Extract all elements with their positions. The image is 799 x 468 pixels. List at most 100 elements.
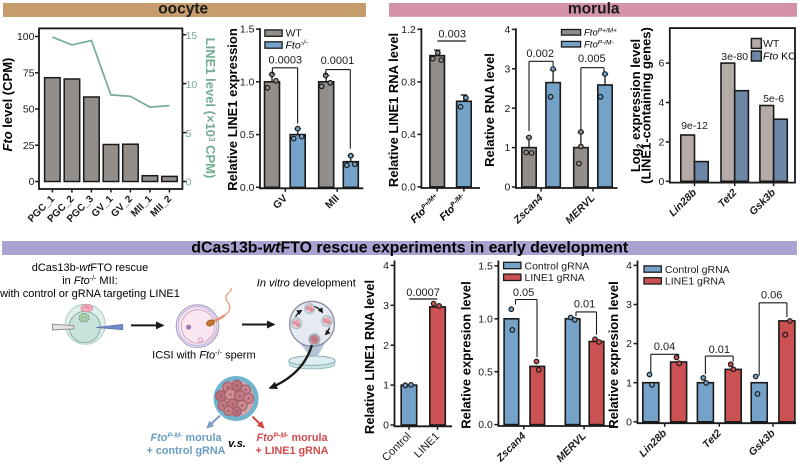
- svg-text:0.0: 0.0: [401, 182, 416, 194]
- svg-text:dCas13b-wtFTO rescue experimen: dCas13b-wtFTO rescue experiments in earl…: [191, 239, 629, 256]
- svg-text:(LINE1-containing genes): (LINE1-containing genes): [639, 27, 654, 184]
- svg-text:4: 4: [626, 260, 632, 272]
- svg-text:Log2 expression level: Log2 expression level: [628, 39, 645, 172]
- svg-text:0.0003: 0.0003: [268, 55, 302, 67]
- svg-text:LINE1: LINE1: [412, 430, 442, 460]
- svg-text:0.01: 0.01: [574, 299, 595, 311]
- svg-text:Gsk3b: Gsk3b: [746, 427, 778, 459]
- svg-text:2: 2: [626, 338, 632, 350]
- svg-text:MII_1: MII_1: [129, 194, 155, 220]
- svg-text:4: 4: [383, 260, 389, 272]
- svg-text:0.5: 0.5: [478, 366, 493, 378]
- svg-text:FtoP-/M-: FtoP-/M-: [584, 39, 614, 50]
- svg-text:Relative RNA level: Relative RNA level: [482, 53, 497, 167]
- svg-text:ICSI with Fto-/- sperm: ICSI with Fto-/- sperm: [152, 348, 256, 362]
- svg-text:4: 4: [505, 24, 511, 36]
- svg-text:0.05: 0.05: [513, 287, 534, 299]
- svg-text:100: 100: [17, 31, 35, 43]
- svg-text:Zscan4: Zscan4: [511, 192, 546, 227]
- svg-text:Tet2: Tet2: [716, 187, 740, 211]
- svg-text:FtoP-M- morula: FtoP-M- morula: [257, 432, 329, 444]
- svg-text:0: 0: [658, 176, 664, 188]
- svg-text:Fto KO: Fto KO: [763, 51, 796, 63]
- svg-text:10: 10: [186, 79, 198, 91]
- svg-text:0.005: 0.005: [578, 53, 606, 65]
- svg-text:LINE1 level (×103 CPM): LINE1 level (×103 CPM): [203, 38, 218, 179]
- svg-text:in Fto-/- MII:: in Fto-/- MII:: [62, 275, 118, 287]
- svg-text:0.002: 0.002: [526, 48, 554, 60]
- svg-text:0.0007: 0.0007: [406, 287, 440, 299]
- svg-text:Relative expresion level: Relative expresion level: [606, 281, 621, 428]
- svg-text:0.5: 0.5: [240, 129, 255, 141]
- svg-text:2: 2: [658, 137, 664, 149]
- svg-text:Lin28b: Lin28b: [667, 186, 700, 219]
- svg-text:2: 2: [505, 103, 511, 115]
- svg-text:FtoP-M- morula: FtoP-M- morula: [151, 432, 223, 444]
- svg-text:FtoP-/M-: FtoP-/M-: [437, 192, 468, 223]
- svg-text:1.5: 1.5: [478, 261, 493, 273]
- svg-text:0.8: 0.8: [401, 77, 416, 89]
- svg-text:1.0: 1.0: [240, 76, 255, 88]
- svg-text:MII_2: MII_2: [149, 194, 175, 220]
- svg-text:dCas13b-wtFTO rescue: dCas13b-wtFTO rescue: [32, 262, 149, 274]
- svg-text:Relative LINE1 RNA level: Relative LINE1 RNA level: [362, 280, 377, 434]
- svg-text:3: 3: [626, 299, 632, 311]
- svg-text:Zscan4: Zscan4: [494, 430, 529, 465]
- svg-text:0.0: 0.0: [240, 182, 255, 194]
- svg-text:WT: WT: [763, 38, 780, 50]
- svg-text:Relative LINE1 expression: Relative LINE1 expression: [225, 28, 240, 191]
- svg-text:Control gRNA: Control gRNA: [665, 264, 730, 276]
- svg-text:0: 0: [383, 420, 389, 432]
- svg-text:Tet2: Tet2: [700, 427, 724, 451]
- svg-text:Lin28b: Lin28b: [637, 427, 670, 460]
- svg-text:9e-12: 9e-12: [681, 120, 708, 132]
- svg-text:Gsk3b: Gsk3b: [747, 186, 779, 218]
- svg-text:0.0001: 0.0001: [321, 55, 355, 67]
- svg-text:3: 3: [383, 300, 389, 312]
- svg-text:2: 2: [383, 340, 389, 352]
- svg-text:+ LINE1 gRNA: + LINE1 gRNA: [256, 445, 329, 457]
- svg-text:0: 0: [186, 177, 192, 189]
- svg-text:Control gRNA: Control gRNA: [525, 260, 590, 272]
- svg-text:0: 0: [505, 182, 511, 194]
- svg-text:5: 5: [186, 128, 192, 140]
- svg-text:0.01: 0.01: [709, 344, 730, 356]
- svg-text:1.5: 1.5: [240, 24, 255, 36]
- svg-text:In vitro development: In vitro development: [257, 278, 356, 290]
- svg-text:1.0: 1.0: [478, 313, 493, 325]
- svg-text:0.4: 0.4: [401, 129, 416, 141]
- svg-text:Relative LINE1 RNA level: Relative LINE1 RNA level: [386, 33, 401, 187]
- svg-text:3e-80: 3e-80: [721, 51, 748, 63]
- svg-text:3: 3: [505, 63, 511, 75]
- svg-text:0.0: 0.0: [478, 419, 493, 431]
- svg-text:MII: MII: [323, 192, 342, 211]
- svg-text:FtoP+/M+: FtoP+/M+: [408, 192, 442, 226]
- svg-text:with control or gRNA targeting: with control or gRNA targeting LINE1: [0, 288, 180, 300]
- svg-text:WT: WT: [286, 28, 303, 40]
- svg-text:15: 15: [186, 30, 198, 42]
- svg-text:LINE1 gRNA: LINE1 gRNA: [665, 276, 725, 288]
- svg-text:0.06: 0.06: [761, 289, 782, 301]
- svg-text:Relative expresion level: Relative expresion level: [459, 281, 474, 428]
- svg-text:oocyte: oocyte: [158, 0, 208, 17]
- svg-text:0: 0: [626, 416, 632, 428]
- svg-text:0.04: 0.04: [654, 341, 675, 353]
- svg-text:v.s.: v.s.: [228, 438, 246, 450]
- svg-text:1: 1: [505, 142, 511, 154]
- svg-text:GV: GV: [271, 192, 290, 211]
- svg-text:+ control gRNA: + control gRNA: [147, 445, 226, 457]
- svg-text:25: 25: [23, 140, 35, 152]
- svg-text:1: 1: [383, 380, 389, 392]
- svg-text:1.2: 1.2: [401, 24, 416, 36]
- svg-text:Fto-/-: Fto-/-: [286, 38, 309, 52]
- svg-text:GV_2: GV_2: [109, 194, 135, 220]
- svg-text:75: 75: [23, 67, 35, 79]
- svg-text:MERVL: MERVL: [554, 430, 588, 464]
- svg-text:0: 0: [29, 176, 35, 188]
- svg-text:Fto level (CPM): Fto level (CPM): [0, 58, 15, 152]
- svg-text:Control: Control: [380, 430, 414, 464]
- svg-text:LINE1 gRNA: LINE1 gRNA: [525, 272, 585, 284]
- svg-text:6: 6: [658, 58, 664, 70]
- svg-text:MERVL: MERVL: [563, 192, 597, 226]
- svg-text:4: 4: [658, 97, 664, 109]
